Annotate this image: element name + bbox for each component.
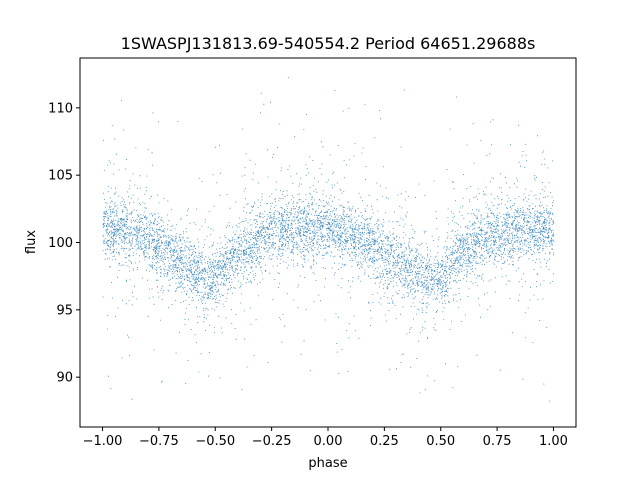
x-tick-label: 1.00 <box>539 434 568 449</box>
x-tick-label: 0.50 <box>426 434 455 449</box>
x-tick-label: 0.25 <box>370 434 399 449</box>
x-tick-label: 0.75 <box>483 434 512 449</box>
chart-title: 1SWASPJ131813.69-540554.2 Period 64651.2… <box>121 34 536 53</box>
y-tick-label: 105 <box>48 169 73 184</box>
x-tick-label: −0.75 <box>139 434 179 449</box>
y-tick-label: 110 <box>48 101 73 116</box>
x-tick-label: 0.00 <box>314 434 343 449</box>
x-tick-label: −1.00 <box>83 434 123 449</box>
scatter-point-cloud <box>102 77 555 402</box>
y-tick-label: 90 <box>56 371 73 386</box>
y-tick-label: 100 <box>48 236 73 251</box>
y-axis-label: flux <box>24 230 39 254</box>
x-tick-label: −0.50 <box>195 434 235 449</box>
scatter-points <box>102 77 555 402</box>
x-tick-label: −0.25 <box>252 434 292 449</box>
y-tick-label: 95 <box>56 303 73 318</box>
y-axis: 90 95 100 105 110 <box>48 101 80 386</box>
x-axis-label: phase <box>308 456 347 471</box>
x-axis: −1.00 −0.75 −0.50 −0.25 0.00 0.25 0.50 0.75 1.00 <box>83 427 568 449</box>
